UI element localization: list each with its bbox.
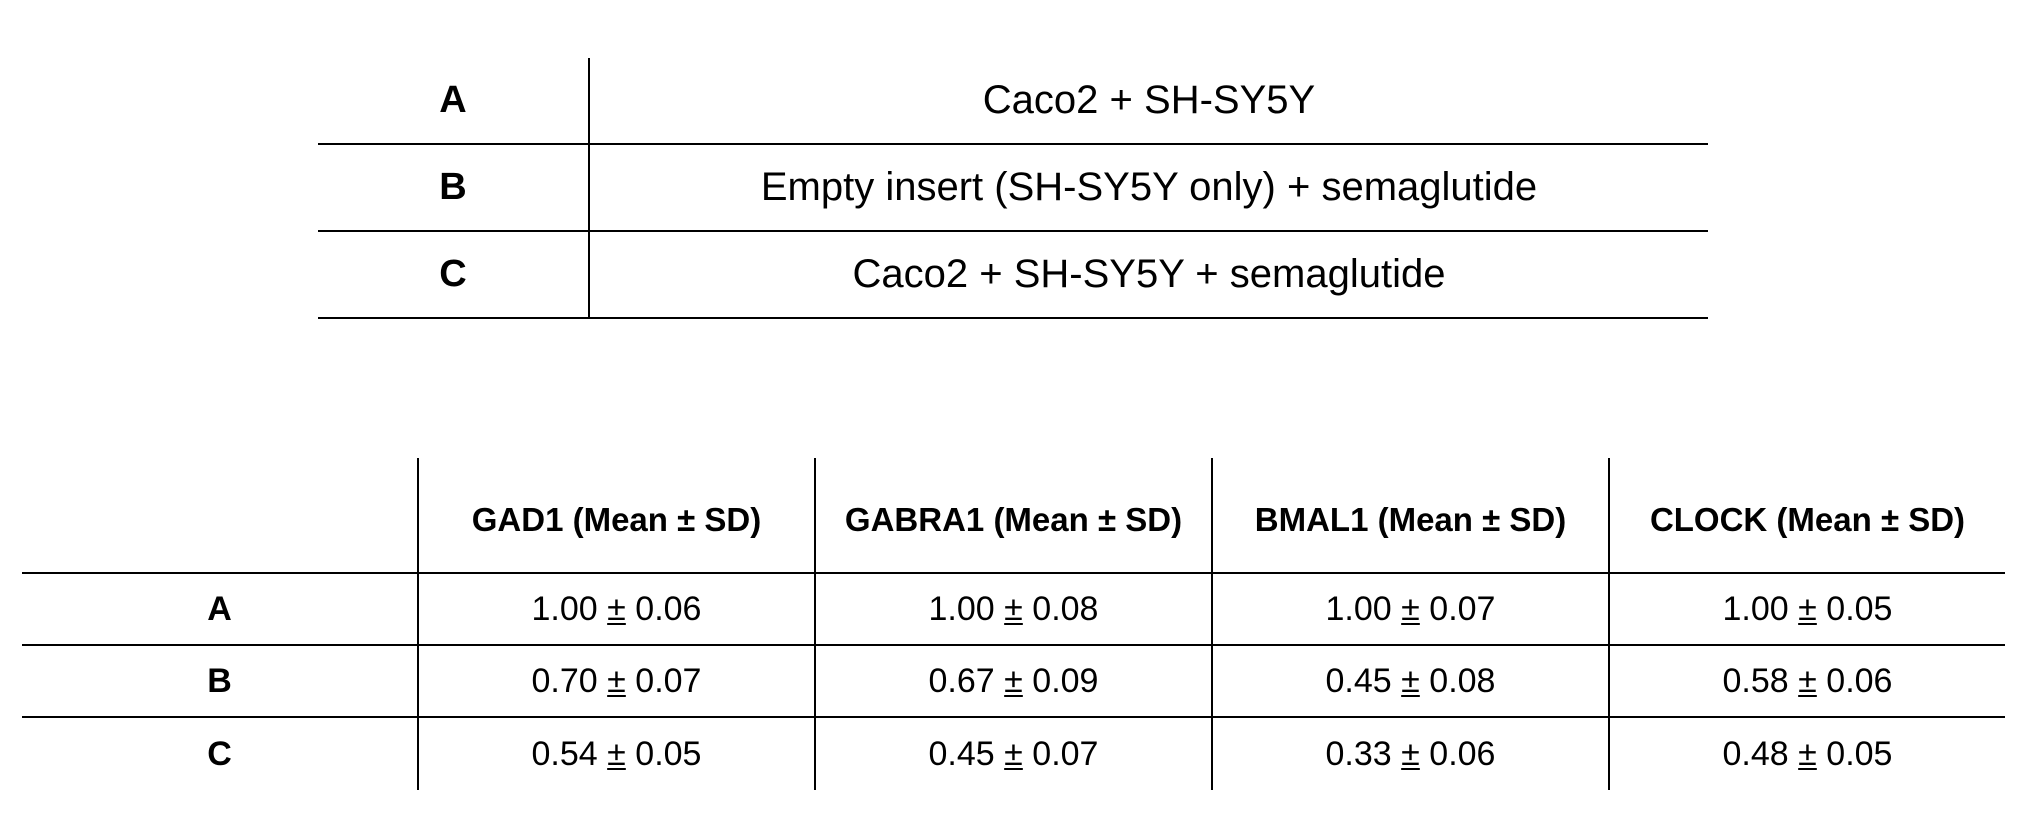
column-header-gabra1: GABRA1 (Mean ± SD) <box>816 458 1213 572</box>
value-cell: 0.48 ± 0.05 <box>1610 718 2005 790</box>
value-cell: 0.33 ± 0.06 <box>1213 718 1610 790</box>
value-cell: 1.00 ± 0.08 <box>816 574 1213 644</box>
sd-value: 0.08 <box>1429 661 1496 700</box>
plus-minus-symbol: ± <box>1401 734 1420 773</box>
sd-value: 0.07 <box>1032 734 1099 773</box>
table-row-c: C 0.54 ± 0.05 0.45 ± 0.07 0.33 ± 0.06 0.… <box>22 718 2005 790</box>
table-header-row: GAD1 (Mean ± SD) GABRA1 (Mean ± SD) BMAL… <box>22 458 2005 574</box>
plus-minus-symbol: ± <box>1401 661 1420 700</box>
plus-minus-symbol: ± <box>1798 589 1817 628</box>
sd-value: 0.07 <box>1429 589 1496 628</box>
mean-value: 0.45 <box>928 734 995 773</box>
table-row-a: A 1.00 ± 0.06 1.00 ± 0.08 1.00 ± 0.07 1.… <box>22 574 2005 646</box>
mean-value: 0.33 <box>1325 734 1392 773</box>
plus-minus-symbol: ± <box>1798 734 1817 773</box>
legend-description: Caco2 + SH-SY5Y <box>982 78 1316 122</box>
sd-value: 0.06 <box>1429 734 1496 773</box>
value-cell: 0.45 ± 0.08 <box>1213 646 1610 716</box>
condition-legend-table: A Caco2 + SH-SY5Y B Empty insert (SH-SY5… <box>318 58 1708 319</box>
row-label: C <box>22 718 419 790</box>
plus-minus-symbol: ± <box>1004 661 1023 700</box>
legend-key: B <box>318 145 590 230</box>
plus-minus-symbol: ± <box>607 661 626 700</box>
mean-value: 0.48 <box>1722 734 1789 773</box>
mean-value: 0.58 <box>1722 661 1789 700</box>
mean-value: 0.54 <box>531 734 598 773</box>
legend-description: Empty insert (SH-SY5Y only) + semaglutid… <box>760 165 1538 209</box>
mean-value: 1.00 <box>1325 589 1392 628</box>
row-label: A <box>22 574 419 644</box>
mean-value: 0.70 <box>531 661 598 700</box>
gene-expression-table: GAD1 (Mean ± SD) GABRA1 (Mean ± SD) BMAL… <box>22 458 2005 790</box>
value-cell: 0.45 ± 0.07 <box>816 718 1213 790</box>
column-header-gad1: GAD1 (Mean ± SD) <box>419 458 816 572</box>
column-header-clock: CLOCK (Mean ± SD) <box>1649 501 1966 538</box>
mean-value: 0.67 <box>928 661 995 700</box>
plus-minus-symbol: ± <box>607 734 626 773</box>
value-cell: 0.67 ± 0.09 <box>816 646 1213 716</box>
plus-minus-symbol: ± <box>1004 589 1023 628</box>
sd-value: 0.07 <box>635 661 702 700</box>
plus-minus-symbol: ± <box>1401 589 1420 628</box>
mean-value: 1.00 <box>928 589 995 628</box>
sd-value: 0.08 <box>1032 589 1099 628</box>
legend-row-b: B Empty insert (SH-SY5Y only) + semaglut… <box>318 145 1708 232</box>
value-cell: 1.00 ± 0.07 <box>1213 574 1610 644</box>
value-cell: 1.00 ± 0.06 <box>419 574 816 644</box>
mean-value: 1.00 <box>1722 589 1789 628</box>
column-header-bmal1: BMAL1 (Mean ± SD) <box>1213 458 1610 572</box>
sd-value: 0.05 <box>635 734 702 773</box>
value-cell: 1.00 ± 0.05 <box>1610 574 2005 644</box>
legend-key: C <box>318 232 590 317</box>
legend-description: Caco2 + SH-SY5Y + semaglutide <box>852 252 1446 296</box>
sd-value: 0.09 <box>1032 661 1099 700</box>
sd-value: 0.05 <box>1826 589 1893 628</box>
row-label: B <box>22 646 419 716</box>
plus-minus-symbol: ± <box>1798 661 1817 700</box>
value-cell: 0.54 ± 0.05 <box>419 718 816 790</box>
mean-value: 0.45 <box>1325 661 1392 700</box>
sd-value: 0.06 <box>635 589 702 628</box>
plus-minus-symbol: ± <box>607 589 626 628</box>
mean-value: 1.00 <box>531 589 598 628</box>
legend-row-c: C Caco2 + SH-SY5Y + semaglutide <box>318 232 1708 319</box>
value-cell: 0.58 ± 0.06 <box>1610 646 2005 716</box>
corner-cell <box>22 458 419 572</box>
plus-minus-symbol: ± <box>1004 734 1023 773</box>
sd-value: 0.06 <box>1826 661 1893 700</box>
table-row-b: B 0.70 ± 0.07 0.67 ± 0.09 0.45 ± 0.08 0.… <box>22 646 2005 718</box>
legend-row-a: A Caco2 + SH-SY5Y <box>318 58 1708 145</box>
value-cell: 0.70 ± 0.07 <box>419 646 816 716</box>
sd-value: 0.05 <box>1826 734 1893 773</box>
legend-key: A <box>318 58 590 143</box>
